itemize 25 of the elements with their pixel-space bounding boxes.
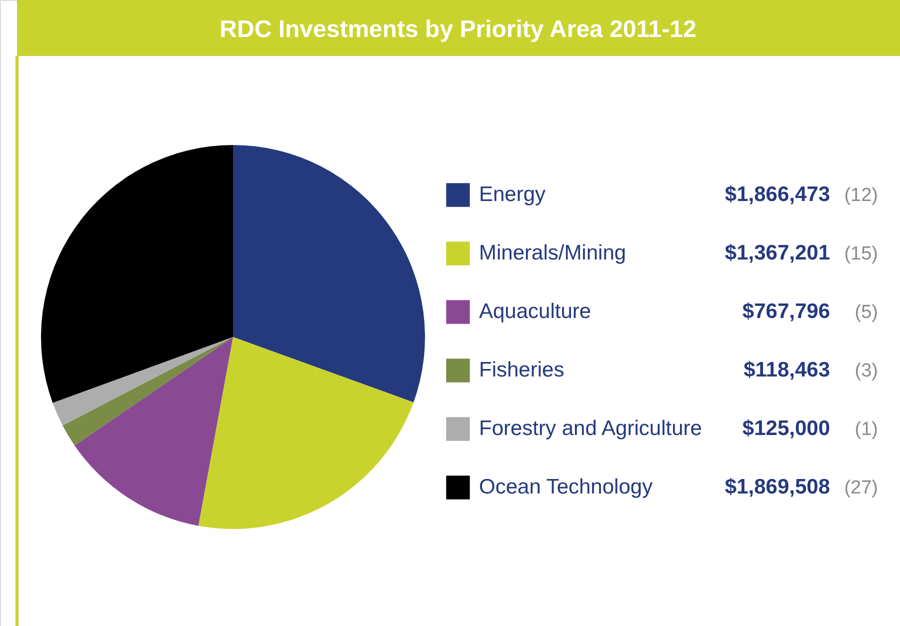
pie-slice (74, 337, 233, 526)
chart-title: RDC Investments by Priority Area 2011-12 (220, 16, 696, 43)
data-label: $125,000 (742, 417, 830, 440)
text: (5) (854, 302, 878, 323)
text: (15) (844, 244, 878, 264)
data-label: $1,866,473 (724, 183, 830, 206)
pie-slice (41, 145, 233, 403)
pie-slice (52, 337, 233, 426)
pie-slice (233, 145, 425, 402)
legend-label: Ocean Technology (479, 476, 654, 498)
pie-slice (198, 337, 414, 529)
data-label: $1,367,201 (724, 242, 830, 264)
legend-label: Forestry and Agriculture (479, 417, 702, 440)
data-label: $767,796 (742, 300, 830, 323)
legend-label: Aquaculture (479, 300, 592, 323)
legend-label: Minerals/Mining (479, 242, 626, 264)
legend-label: Fisheries (479, 358, 564, 382)
text: (3) (854, 360, 878, 382)
pie-slice (62, 337, 233, 446)
legend-label: Energy (479, 183, 546, 206)
text: (12) (844, 185, 878, 206)
data-label: $1,869,508 (724, 476, 830, 498)
text: (27) (844, 478, 878, 498)
data-label: $118,463 (744, 358, 830, 382)
text: (1) (854, 419, 878, 440)
